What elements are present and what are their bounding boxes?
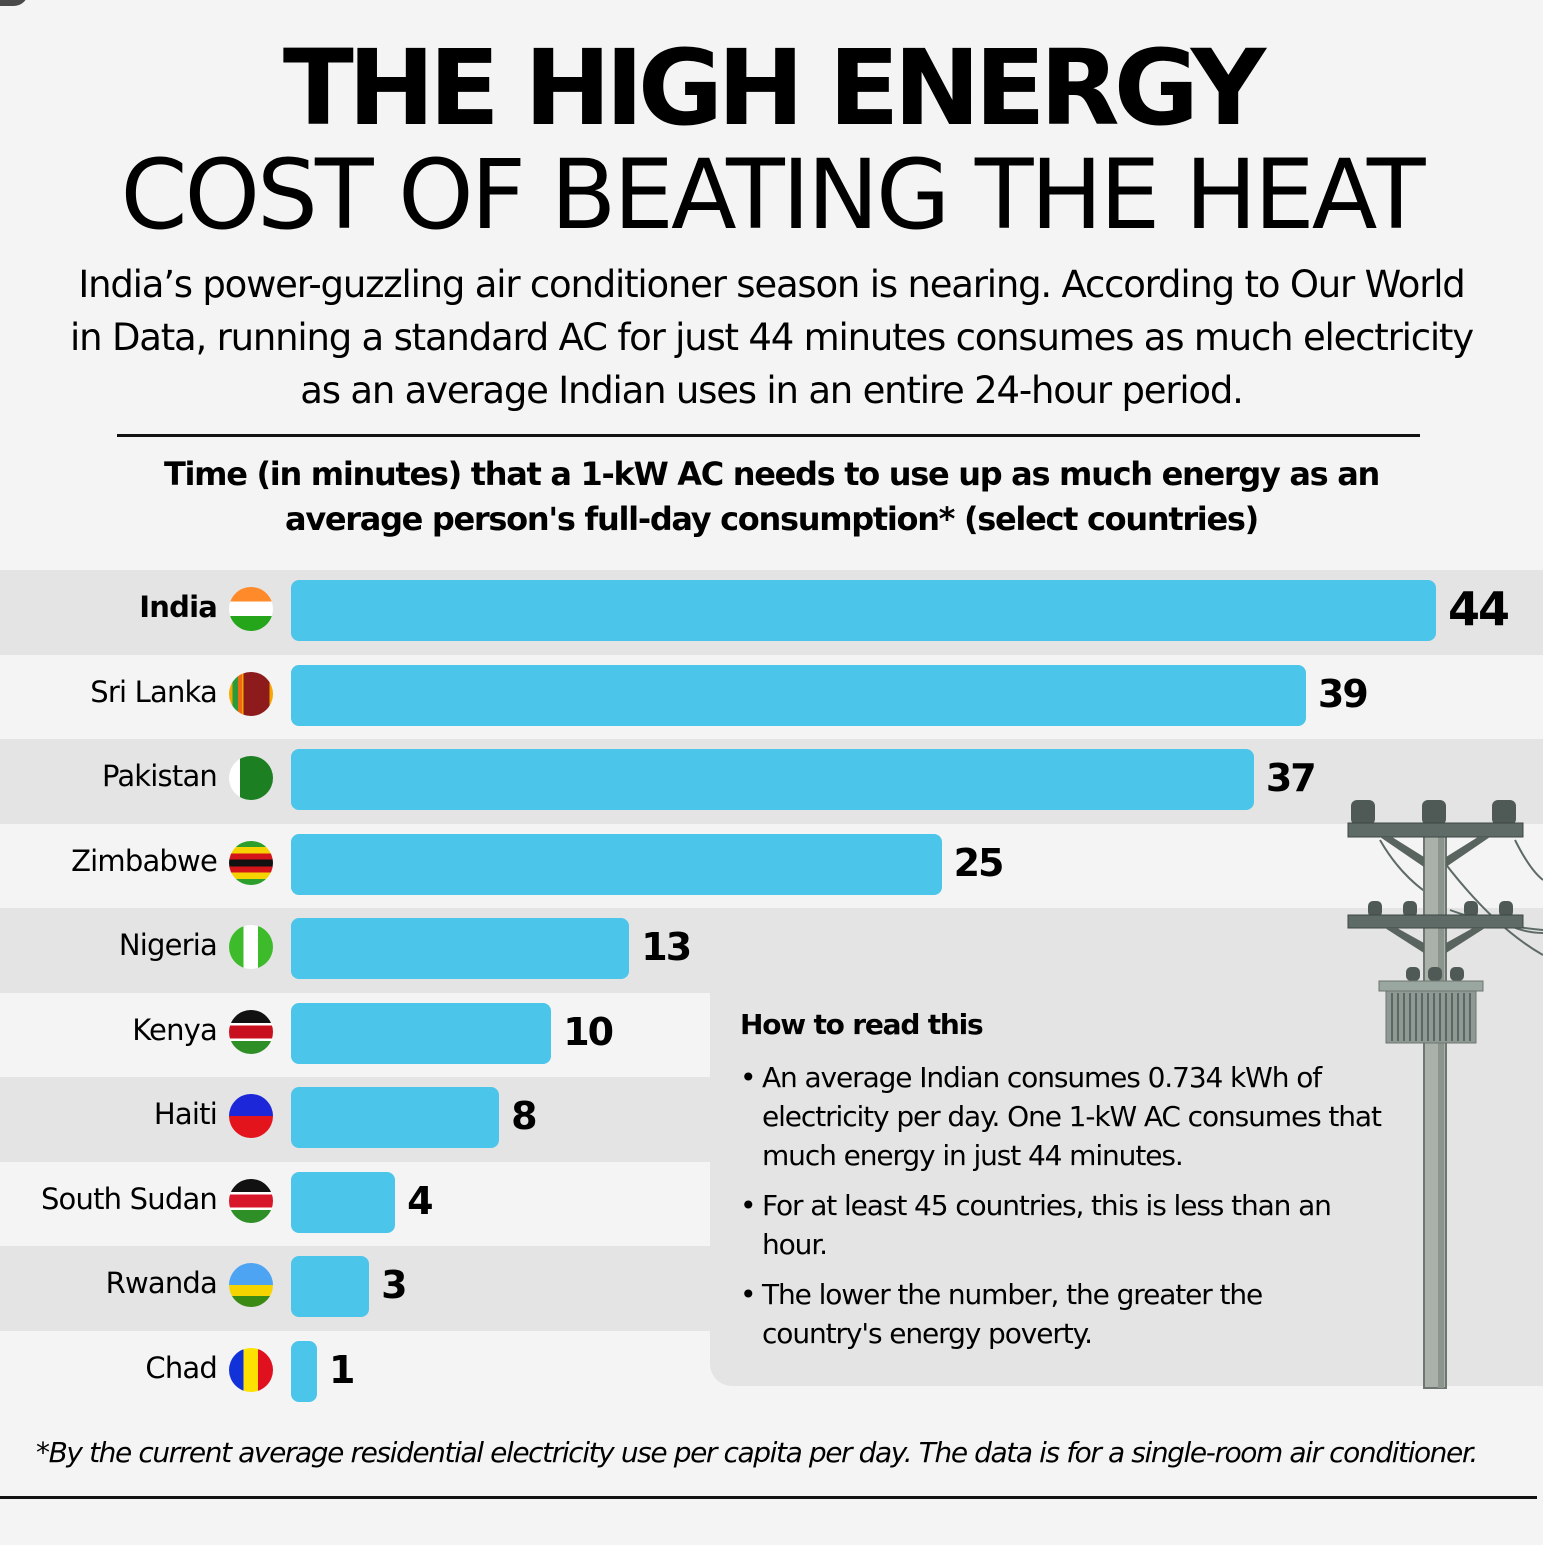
sri-lanka-flag-icon (229, 671, 273, 716)
nigeria-flag-icon (229, 925, 273, 969)
intro-text: India’s power-guzzling air conditioner s… (70, 263, 1474, 412)
country-label: Sri Lanka (90, 674, 218, 709)
country-label: Kenya (132, 1012, 218, 1047)
value-label: 10 (563, 1009, 614, 1054)
india-flag-icon (229, 587, 273, 631)
info-bullet: The lower the number, the greater the co… (738, 1275, 1388, 1353)
bar (291, 1340, 318, 1402)
value-label: 44 (1448, 582, 1510, 636)
divider-top (117, 434, 1420, 437)
bar (291, 664, 1306, 726)
chad-flag-icon (229, 1347, 273, 1392)
value-label: 39 (1317, 671, 1369, 716)
bar (291, 918, 630, 979)
value-label: 13 (641, 925, 692, 969)
bar (291, 1171, 396, 1233)
south-sudan-flag-icon (229, 1178, 273, 1223)
info-title: How to read this (740, 1008, 984, 1041)
bar (291, 749, 1254, 810)
kenya-flag-icon (229, 1009, 273, 1054)
corner-decoration (0, 0, 28, 6)
info-bullets: An average Indian consumes 0.734 kWh of … (738, 1058, 1388, 1364)
divider-bottom (0, 1496, 1537, 1499)
value-label: 37 (1265, 756, 1317, 800)
rwanda-flag-icon (229, 1263, 273, 1307)
country-label: Rwanda (105, 1266, 218, 1300)
value-label: 4 (407, 1178, 433, 1223)
pakistan-flag-icon (229, 756, 273, 800)
info-bullet: An average Indian consumes 0.734 kWh of … (738, 1058, 1388, 1175)
info-bullet: For at least 45 countries, this is less … (738, 1186, 1388, 1264)
bar (291, 1256, 370, 1317)
title-line-1: THE HIGH ENERGY (282, 27, 1266, 149)
haiti-flag-icon (229, 1094, 273, 1138)
bar (291, 580, 1436, 641)
chart-title: Time (in minutes) that a 1-kW AC needs t… (163, 455, 1380, 538)
value-label: 1 (329, 1347, 355, 1392)
zimbabwe-flag-icon (229, 840, 273, 885)
value-label: 8 (511, 1094, 537, 1138)
title-line-2: COST OF BEATING THE HEAT (120, 139, 1425, 251)
country-label: Zimbabwe (71, 843, 218, 878)
country-label: India (139, 590, 218, 624)
bar (291, 1002, 552, 1064)
country-label: Chad (145, 1350, 217, 1385)
country-label: Nigeria (118, 928, 218, 962)
value-label: 3 (381, 1263, 407, 1307)
footnote: *By the current average residential elec… (36, 1436, 1478, 1469)
country-label: Pakistan (101, 759, 218, 793)
bar (291, 1087, 500, 1148)
bar (291, 833, 942, 895)
utility-pole-icon (1347, 800, 1543, 1389)
row-stripe (0, 1330, 711, 1415)
value-label: 25 (953, 840, 1005, 885)
country-label: South Sudan (40, 1181, 218, 1216)
country-label: Haiti (153, 1097, 218, 1131)
